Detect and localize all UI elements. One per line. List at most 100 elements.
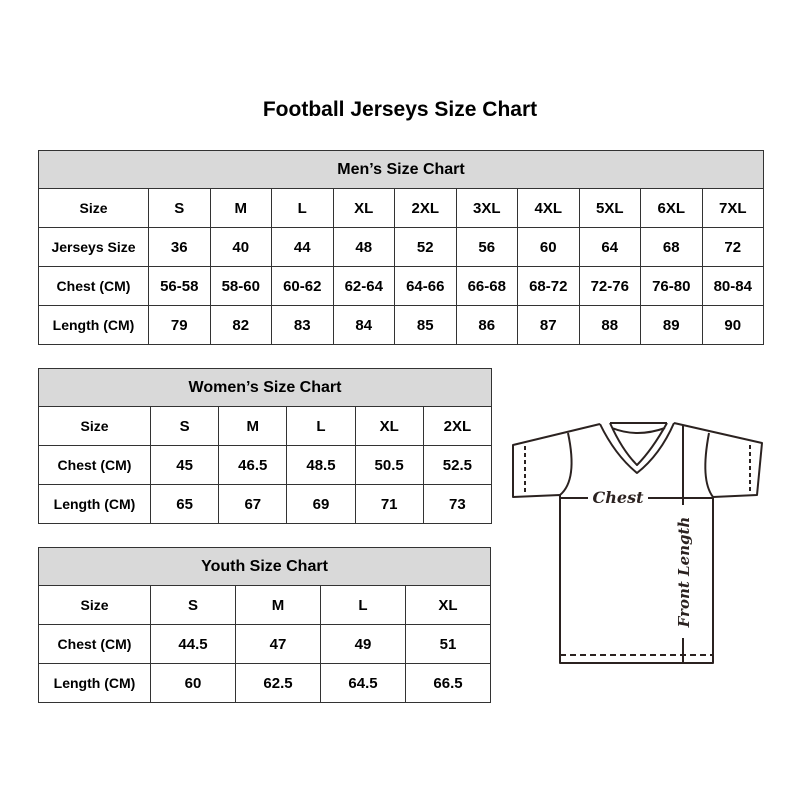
mens-table-row: Jerseys Size 36 40 44 48 52 56 60 64 68 72 — [38, 227, 764, 267]
youth-size-table: Youth Size Chart Size S M L XL Chest (CM) 44.5… — [38, 547, 491, 703]
table-cell: XL — [332, 188, 395, 228]
table-cell: 64 — [578, 227, 641, 267]
youth-table-row: Size S M L XL — [38, 585, 491, 625]
table-cell: M — [218, 406, 288, 446]
table-cell: 71 — [354, 484, 424, 524]
table-cell: 2XL — [422, 406, 493, 446]
table-cell: 60 — [150, 663, 236, 703]
table-cell: 60 — [517, 227, 580, 267]
table-cell: 73 — [422, 484, 493, 524]
table-cell: 83 — [271, 305, 334, 345]
womens-table-row: Length (CM) 65 67 69 71 73 — [38, 484, 493, 524]
youth-table-row: Chest (CM) 44.5 47 49 51 — [38, 624, 491, 664]
table-cell: 56 — [455, 227, 518, 267]
table-cell: 76-80 — [640, 266, 703, 306]
womens-table-row: Size S M L XL 2XL — [38, 406, 493, 446]
mens-size-table: Men’s Size Chart Size S M L XL 2XL 3XL 4XL 5XL 6X… — [38, 150, 764, 345]
left-armhole — [559, 432, 573, 496]
table-cell: 5XL — [578, 188, 641, 228]
table-cell: 50.5 — [354, 445, 424, 485]
table-cell: 64-66 — [394, 266, 457, 306]
table-cell: 7XL — [701, 188, 764, 228]
table-cell: 72-76 — [578, 266, 641, 306]
table-cell: 85 — [394, 305, 457, 345]
table-cell: 44.5 — [150, 624, 236, 664]
table-cell: 62.5 — [235, 663, 321, 703]
collar-outer — [599, 422, 675, 474]
table-cell: 66-68 — [455, 266, 518, 306]
row-label: Length (CM) — [38, 305, 149, 345]
table-cell: 51 — [405, 624, 491, 664]
table-cell: 62-64 — [332, 266, 395, 306]
table-cell: 4XL — [517, 188, 580, 228]
table-cell: L — [286, 406, 356, 446]
row-label: Length (CM) — [38, 484, 151, 524]
table-cell: 86 — [455, 305, 518, 345]
youth-table-heading: Youth Size Chart — [38, 547, 491, 586]
table-cell: 47 — [235, 624, 321, 664]
front-length-label: Front Length — [675, 517, 693, 629]
table-cell: 45 — [149, 445, 220, 485]
mens-table-row: Size S M L XL 2XL 3XL 4XL 5XL 6XL 7XL — [38, 188, 764, 228]
table-cell: 87 — [517, 305, 580, 345]
table-cell: M — [209, 188, 272, 228]
table-cell: 60-62 — [271, 266, 334, 306]
row-label: Chest (CM) — [38, 445, 151, 485]
table-cell: 3XL — [455, 188, 518, 228]
table-cell: 79 — [148, 305, 211, 345]
womens-table-heading: Women’s Size Chart — [38, 368, 492, 407]
row-label: Chest (CM) — [38, 624, 151, 664]
table-cell: XL — [354, 406, 424, 446]
collar-inner — [609, 422, 668, 466]
shirt-outline — [512, 422, 763, 664]
table-cell: 52 — [394, 227, 457, 267]
table-cell: 69 — [286, 484, 356, 524]
page-title: Football Jerseys Size Chart — [262, 98, 538, 121]
mens-table-row: Chest (CM) 56-58 58-60 60-62 62-64 64-66 66-68… — [38, 266, 764, 306]
table-cell: 64.5 — [320, 663, 406, 703]
table-cell: 48 — [332, 227, 395, 267]
chest-label: Chest — [593, 488, 645, 507]
mens-table-row: Length (CM) 79 82 83 84 85 86 87 88 89 90 — [38, 305, 764, 345]
table-cell: M — [235, 585, 321, 625]
row-label: Length (CM) — [38, 663, 151, 703]
table-cell: 88 — [578, 305, 641, 345]
table-cell: 68-72 — [517, 266, 580, 306]
row-label: Size — [38, 188, 149, 228]
table-cell: 65 — [149, 484, 220, 524]
table-cell: 2XL — [394, 188, 457, 228]
table-cell: L — [320, 585, 406, 625]
table-cell: 84 — [332, 305, 395, 345]
table-cell: 68 — [640, 227, 703, 267]
table-cell: 36 — [148, 227, 211, 267]
table-cell: 82 — [209, 305, 272, 345]
table-cell: S — [150, 585, 236, 625]
table-cell: 90 — [701, 305, 764, 345]
womens-table-row: Chest (CM) 45 46.5 48.5 50.5 52.5 — [38, 445, 493, 485]
youth-table-row: Length (CM) 60 62.5 64.5 66.5 — [38, 663, 491, 703]
table-cell: 40 — [209, 227, 272, 267]
table-cell: 44 — [271, 227, 334, 267]
table-cell: 56-58 — [148, 266, 211, 306]
row-label: Chest (CM) — [38, 266, 149, 306]
womens-size-table: Women’s Size Chart Size S M L XL 2XL Chest (CM… — [38, 368, 493, 524]
table-cell: 58-60 — [209, 266, 272, 306]
jersey-diagram: Chest Front Length — [512, 422, 763, 664]
mens-table-heading: Men’s Size Chart — [38, 150, 764, 189]
table-cell: 67 — [218, 484, 288, 524]
row-label: Jerseys Size — [38, 227, 149, 267]
right-armhole — [704, 432, 714, 498]
table-cell: 49 — [320, 624, 406, 664]
table-cell: 72 — [701, 227, 764, 267]
table-cell: S — [148, 188, 211, 228]
table-cell: S — [149, 406, 220, 446]
table-cell: L — [271, 188, 334, 228]
table-cell: 6XL — [640, 188, 703, 228]
row-label: Size — [38, 406, 151, 446]
table-cell: XL — [405, 585, 491, 625]
row-label: Size — [38, 585, 151, 625]
table-cell: 66.5 — [405, 663, 491, 703]
table-cell: 46.5 — [218, 445, 288, 485]
table-cell: 89 — [640, 305, 703, 345]
